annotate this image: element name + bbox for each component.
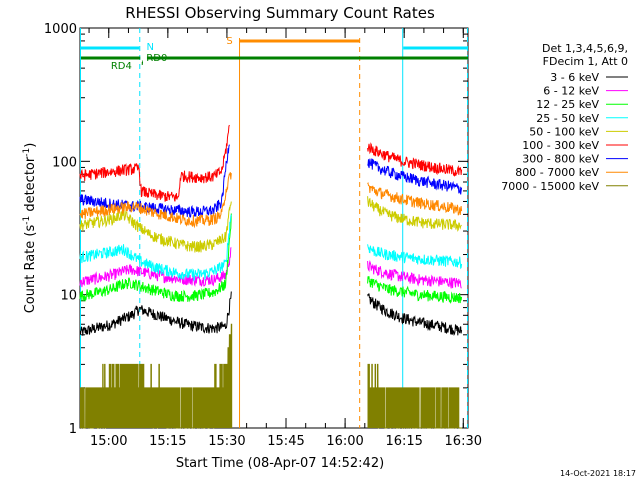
series-line-9-post-saa <box>367 363 463 429</box>
series-line-3-pre-saa <box>79 213 232 303</box>
series-line-1-post-saa <box>367 293 463 337</box>
legend-header-1: Det 1,3,4,5,6,9, <box>542 42 628 55</box>
chart-title: RHESSI Observing Summary Count Rates <box>125 4 435 22</box>
legend-label: 25 - 50 keV <box>536 112 599 125</box>
legend-label: 50 - 100 keV <box>529 125 599 138</box>
series-line-7-post-saa <box>367 158 463 195</box>
legend-label: 3 - 6 keV <box>550 71 599 84</box>
x-tick-label: 15:15 <box>149 434 186 449</box>
decim-rd4-label: RD4 <box>111 61 132 72</box>
x-tick-label: 15:00 <box>90 434 127 449</box>
series-line-9-pre-saa <box>80 323 233 429</box>
y-tick-label: 1000 <box>44 22 77 37</box>
legend-label: 800 - 7000 keV <box>515 166 599 179</box>
x-tick-label: 16:30 <box>445 434 482 449</box>
x-tick-label: 15:45 <box>267 434 304 449</box>
legend-label: 100 - 300 keV <box>522 139 599 152</box>
legend-label: 6 - 12 keV <box>543 85 599 98</box>
y-tick-label: 10 <box>60 289 77 304</box>
x-tick-label: 16:15 <box>385 434 422 449</box>
series-line-3-post-saa <box>367 276 463 304</box>
x-tick-label: 16:00 <box>326 434 363 449</box>
legend-label: 7000 - 15000 keV <box>501 180 599 193</box>
night-flag-label: N <box>147 42 154 53</box>
series-line-8-post-saa <box>367 181 463 216</box>
series-line-5-post-saa <box>367 196 462 232</box>
timestamp: 14-Oct-2021 18:17 <box>560 469 636 478</box>
legend-label: 300 - 800 keV <box>522 153 599 166</box>
series-line-6-post-saa <box>367 142 463 177</box>
series-line-6-pre-saa <box>79 124 230 202</box>
series-line-1-pre-saa <box>79 291 232 336</box>
saa-flag-label: S <box>226 36 232 47</box>
x-axis-label: Start Time (08-Apr-07 14:52:42) <box>176 456 384 471</box>
series-line-4-post-saa <box>367 244 463 270</box>
series-layer <box>79 124 463 429</box>
series-line-4-pre-saa <box>79 214 232 282</box>
legend-header-2: FDecim 1, Att 0 <box>543 55 628 68</box>
series-line-5-pre-saa <box>79 201 232 253</box>
decim-rd0-label: RD0 <box>146 53 167 64</box>
y-axis-label: Count Rate (s-1 detector-1) <box>22 143 38 314</box>
series-line-8-pre-saa <box>79 172 232 229</box>
x-tick-label: 15:30 <box>208 434 245 449</box>
series-line-2-post-saa <box>367 259 462 289</box>
y-tick-label: 1 <box>69 422 77 437</box>
legend-label: 12 - 25 keV <box>536 98 599 111</box>
flag-layer: N S RD0 RD4 <box>80 28 468 428</box>
series-line-2-pre-saa <box>79 247 232 288</box>
y-tick-label: 100 <box>52 155 77 170</box>
